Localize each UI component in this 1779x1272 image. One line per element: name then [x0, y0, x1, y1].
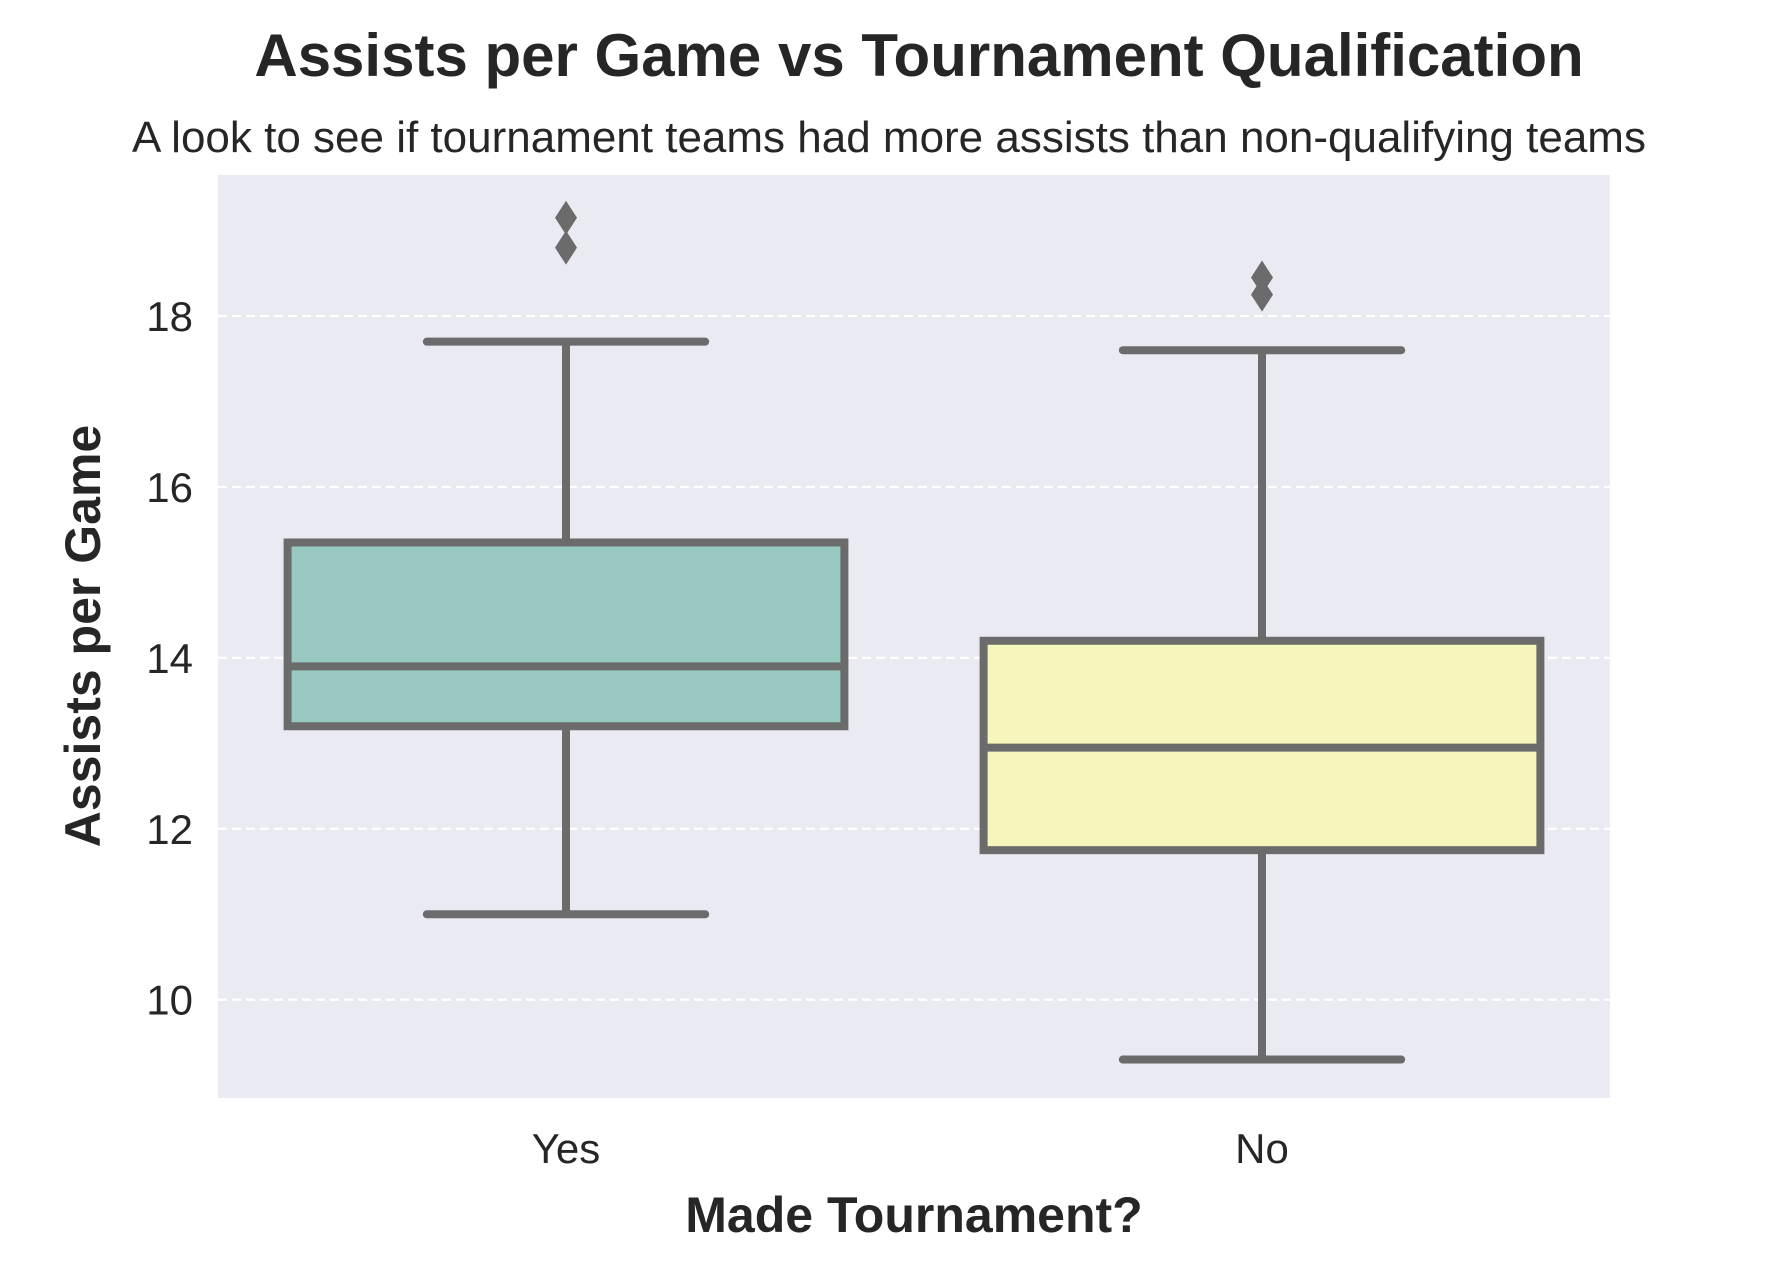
x-axis-label: Made Tournament? — [685, 1187, 1142, 1243]
x-tick-label: No — [1235, 1125, 1289, 1172]
boxes-layer — [283, 200, 1545, 1064]
iqr-box — [283, 538, 849, 731]
x-tick-labels: Yes No — [532, 1125, 1289, 1172]
outlier-point — [555, 230, 577, 265]
y-tick-label: 18 — [146, 293, 193, 340]
outlier-point — [555, 200, 577, 235]
y-tick-label: 14 — [146, 635, 193, 682]
chart-title: Assists per Game vs Tournament Qualifica… — [254, 22, 1583, 89]
y-tick-label: 16 — [146, 464, 193, 511]
y-tick-labels: 10 12 14 16 18 — [146, 293, 193, 1024]
box-group-no — [979, 260, 1545, 1064]
y-tick-label: 12 — [146, 806, 193, 853]
outlier-point — [1251, 260, 1273, 295]
y-tick-label: 10 — [146, 977, 193, 1024]
outlier-point — [1251, 277, 1273, 312]
chart-subtitle: A look to see if tournament teams had mo… — [132, 113, 1646, 162]
y-axis-label: Assists per Game — [55, 425, 111, 847]
box-group-yes — [283, 200, 849, 919]
x-tick-label: Yes — [532, 1125, 601, 1172]
